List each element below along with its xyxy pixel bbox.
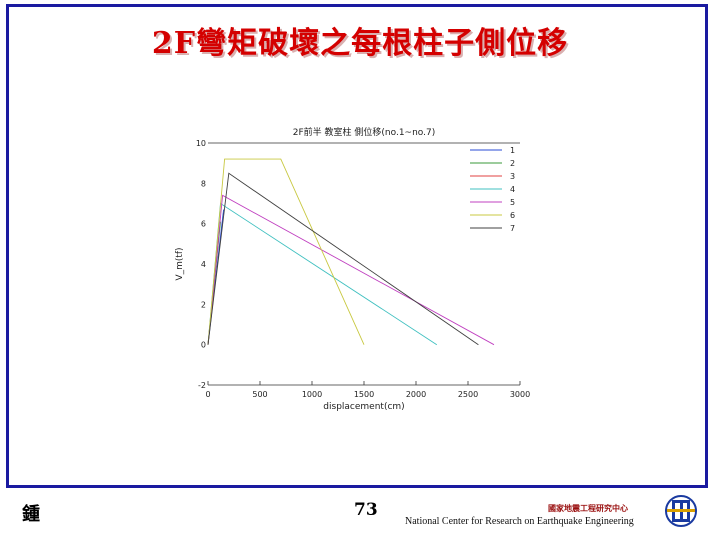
chart-svg: 2F前半 教室柱 側位移(no.1~no.7) 0 500 1000 1500 2000 2… — [175, 126, 530, 412]
series-line-7 — [207, 172, 479, 346]
legend-label-4: 4 — [510, 185, 515, 194]
x-tick-label: 3000 — [510, 390, 530, 399]
legend-label-3: 3 — [510, 172, 515, 181]
ncree-logo-icon — [665, 495, 697, 527]
series-line-5 — [207, 194, 495, 346]
legend-label-2: 2 — [510, 159, 515, 168]
y-tick-label: 8 — [201, 179, 206, 188]
x-tick-label: 2000 — [406, 390, 426, 399]
org-name-chinese: 國家地震工程研究中心 — [548, 503, 628, 513]
legend-label-6: 6 — [510, 211, 515, 220]
slide-frame — [6, 4, 708, 488]
chart-title: 2F前半 教室柱 側位移(no.1~no.7) — [293, 126, 435, 138]
x-tick-label: 1000 — [302, 390, 322, 399]
legend-label-7: 7 — [510, 224, 515, 233]
x-axis-label: displacement(cm) — [323, 402, 404, 412]
series-line-4 — [207, 202, 438, 346]
y-tick-label: 2 — [201, 300, 206, 309]
org-name-english: National Center for Research on Earthqua… — [405, 516, 634, 527]
y-tick-label: 4 — [201, 260, 206, 269]
x-tick-label: 2500 — [458, 390, 478, 399]
y-tick-label: 10 — [196, 139, 206, 148]
y-tick-label: -2 — [198, 381, 206, 390]
x-tick-label: 500 — [252, 390, 267, 399]
y-tick-label: 6 — [201, 220, 206, 229]
slide-title: 2F彎矩破壞之每根柱子側位移 — [151, 26, 569, 61]
x-tick-label: 0 — [205, 390, 210, 399]
series-line-6 — [207, 158, 365, 345]
x-tick-label: 1500 — [354, 390, 374, 399]
y-axis-label: V_m(tf) — [175, 247, 185, 280]
chart-container: 2F前半 教室柱 側位移(no.1~no.7) 0 500 1000 1500 2000 2… — [160, 120, 550, 420]
page-number: 73 — [354, 500, 378, 520]
legend-label-5: 5 — [510, 198, 515, 207]
footer-author-char: 鍾 — [22, 504, 40, 525]
legend-label-1: 1 — [510, 146, 515, 155]
y-tick-label: 0 — [201, 341, 206, 350]
